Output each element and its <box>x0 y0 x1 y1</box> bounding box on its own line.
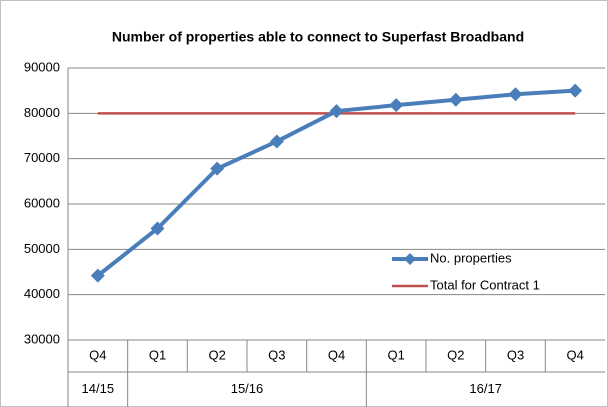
x-tick-label: Q3 <box>268 347 285 362</box>
group-label: 15/16 <box>231 381 264 396</box>
y-tick-label: 90000 <box>24 59 60 74</box>
legend-label: No. properties <box>430 250 512 265</box>
group-label: 16/17 <box>469 381 502 396</box>
x-tick-label: Q1 <box>387 347 404 362</box>
legend-marker <box>404 253 416 265</box>
x-tick-label: Q4 <box>328 347 345 362</box>
data-marker <box>568 83 583 98</box>
x-tick-label: Q2 <box>208 347 225 362</box>
y-tick-label: 60000 <box>24 195 60 210</box>
legend-label: Total for Contract 1 <box>430 277 540 292</box>
data-marker <box>90 268 105 283</box>
data-marker <box>508 87 523 102</box>
data-marker <box>329 104 344 119</box>
data-marker <box>210 161 225 176</box>
group-label: 14/15 <box>82 381 115 396</box>
data-marker <box>150 221 165 236</box>
chart-title: Number of properties able to connect to … <box>112 29 524 45</box>
y-tick-label: 80000 <box>24 105 60 120</box>
data-marker <box>389 98 404 113</box>
y-tick-label: 50000 <box>24 241 60 256</box>
x-tick-label: Q4 <box>89 347 106 362</box>
y-tick-label: 70000 <box>24 150 60 165</box>
x-tick-label: Q2 <box>447 347 464 362</box>
y-tick-label: 30000 <box>24 331 60 346</box>
x-tick-label: Q1 <box>149 347 166 362</box>
x-tick-label: Q3 <box>507 347 524 362</box>
data-marker <box>448 92 463 107</box>
x-tick-label: Q4 <box>566 347 583 362</box>
y-tick-label: 40000 <box>24 286 60 301</box>
data-marker <box>269 134 284 149</box>
